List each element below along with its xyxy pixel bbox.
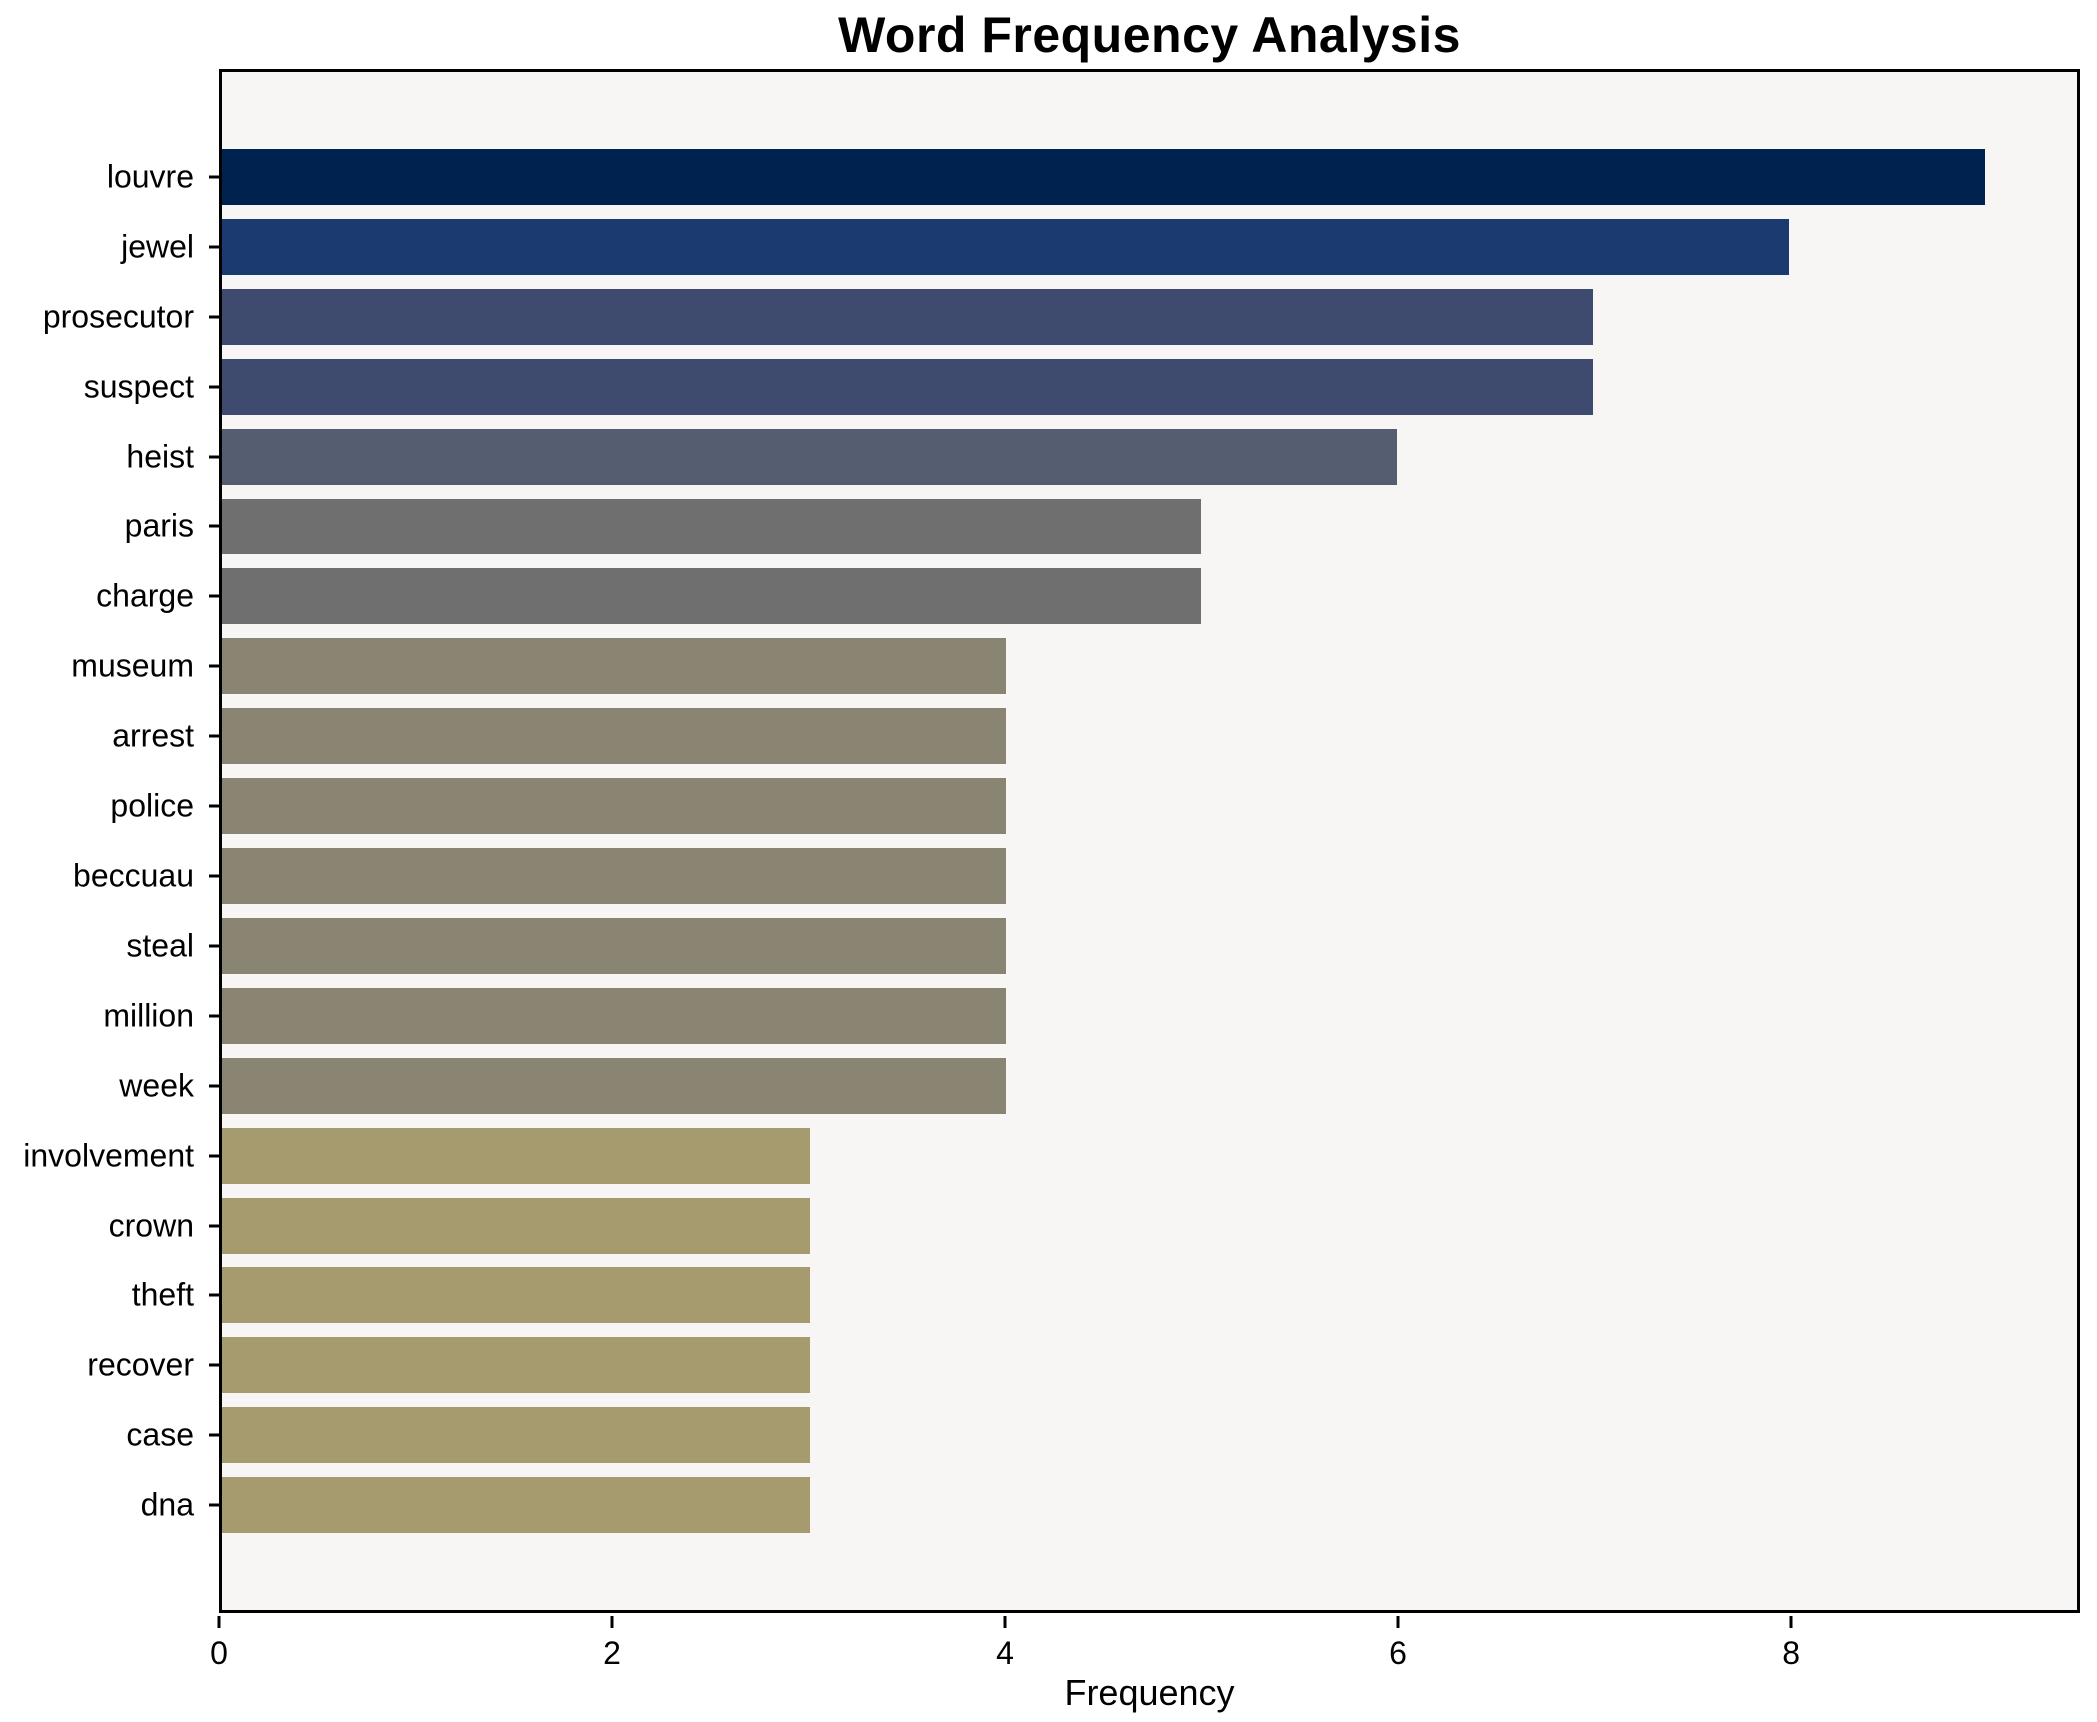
y-tick [209,1224,219,1228]
bar-row: dna [141,1470,2077,1540]
bar [222,1057,1006,1114]
y-tick [209,175,219,179]
y-tick [209,1154,219,1158]
chart-title: Word Frequency Analysis [838,7,1461,63]
y-tick-label: beccuau [73,857,194,894]
x-tick [1396,1616,1400,1628]
y-tick-label: prosecutor [42,298,194,335]
y-tick-label: jewel [121,228,194,265]
y-tick [209,1433,219,1437]
bar [222,428,1398,485]
bar-row: police [110,771,2077,841]
bar-row: crown [109,1191,2077,1261]
y-tick [209,594,219,598]
bar [222,708,1006,765]
y-tick [209,1293,219,1297]
y-tick-label: louvre [106,158,194,195]
x-tick [217,1616,221,1628]
x-tick-label: 8 [1782,1635,1801,1671]
bar-row: involvement [23,1121,2077,1191]
bar [222,288,1594,345]
y-tick [209,944,219,948]
y-tick-label: case [126,1416,194,1453]
y-tick-label: recover [87,1346,194,1383]
bar [222,1337,810,1394]
x-tick-label: 2 [603,1635,621,1671]
bar [222,1407,810,1464]
y-tick-label: theft [131,1276,194,1313]
bar [222,778,1006,835]
bar-row: louvre [107,142,2077,212]
x-tick-label: 0 [210,1635,228,1671]
bar [222,148,1985,205]
y-tick [209,1014,219,1018]
bar-row: jewel [121,212,2077,282]
bar [222,987,1006,1044]
bar-rows-container: louvre jewel prosecutor suspect heist paris ch… [23,142,2077,1540]
y-tick-label: crown [108,1207,194,1244]
y-tick [209,734,219,738]
bar-row: steal [126,911,2077,981]
y-tick [209,1363,219,1367]
x-axis: 0 2 4 6 8 [210,1613,2080,1703]
bar [222,1477,810,1534]
bar [222,568,1202,625]
y-tick-label: involvement [23,1137,194,1174]
bar [222,638,1006,695]
bar-row: heist [126,422,2077,492]
bar-row: week [119,1051,2077,1121]
y-tick-label: million [103,997,194,1034]
y-tick [209,804,219,808]
x-tick [610,1616,614,1628]
y-tick [209,1503,219,1507]
y-tick-label: suspect [83,368,194,405]
y-tick [209,524,219,528]
bar-row: case [126,1400,2077,1470]
y-tick [209,874,219,878]
x-tick-label: 4 [996,1635,1014,1671]
bar [222,1127,810,1184]
y-tick [209,245,219,249]
bar-row: paris [125,492,2077,562]
bar [222,358,1594,415]
y-tick-label: charge [96,577,194,614]
y-tick-label: museum [71,647,194,684]
y-tick-label: arrest [112,717,194,754]
bar [222,1197,810,1254]
y-tick-label: week [119,1067,194,1104]
bar-row: recover [87,1330,2077,1400]
bar-row: charge [96,561,2077,631]
y-tick [209,664,219,668]
bar-row: suspect [84,352,2077,422]
x-tick [1003,1616,1007,1628]
y-tick-label: police [110,787,194,824]
x-axis-label: Frequency [1064,1672,1235,1713]
bar [222,218,1790,275]
x-tick-label: 6 [1389,1635,1407,1671]
bar-row: beccuau [73,841,2077,911]
bar [222,498,1202,555]
x-tick [1789,1616,1793,1628]
plot-area: louvre jewel prosecutor suspect heist paris ch… [23,69,2080,1613]
y-tick [209,385,219,389]
bar-row: million [103,981,2077,1051]
bar [222,917,1006,974]
bar-row: arrest [112,701,2077,771]
y-tick-label: paris [124,507,194,544]
y-tick-label: steal [126,927,194,964]
y-tick [209,1084,219,1088]
y-tick-label: heist [126,438,194,475]
y-tick-label: dna [140,1486,194,1523]
bar [222,1267,810,1324]
bar-row: museum [71,631,2077,701]
bar-row: prosecutor [43,282,2077,352]
y-tick [209,315,219,319]
bar [222,848,1006,904]
y-tick [209,455,219,459]
bar-row: theft [132,1261,2077,1331]
